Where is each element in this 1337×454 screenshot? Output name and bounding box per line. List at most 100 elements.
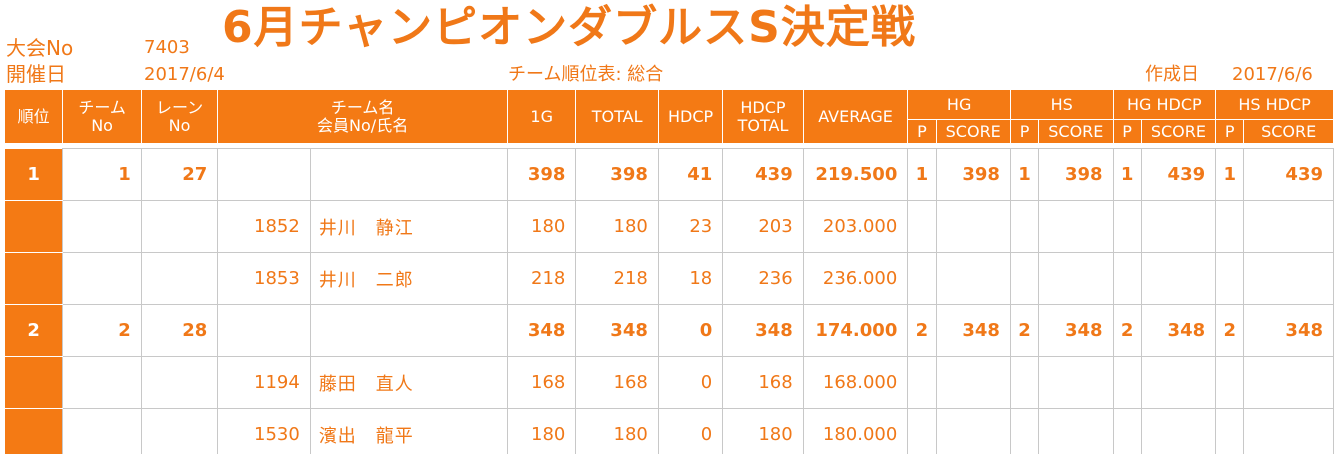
member-no-cell: 1853: [217, 252, 311, 305]
hs-place-cell: 1: [1009, 148, 1040, 201]
team-no-cell: [62, 408, 142, 454]
col-1g: 1G: [506, 89, 577, 144]
hdcp-cell: 0: [657, 408, 724, 454]
rank-cell: 2: [3, 304, 64, 357]
member-name-cell: [309, 304, 508, 357]
col-hg: HG: [907, 89, 1011, 120]
col-hdcp: HDCP: [657, 89, 724, 144]
hdcp-total-cell: 203: [722, 200, 804, 253]
col-hs-hdcp: HS HDCP: [1215, 89, 1334, 120]
hs-score-cell: [1038, 408, 1114, 454]
page-title: 6月チャンピオンダブルスS決定戦: [222, 2, 916, 53]
score-1g-cell: 348: [506, 304, 577, 357]
col-hdcp-total: HDCP TOTAL: [722, 89, 804, 144]
score-total-cell: 168: [575, 356, 659, 409]
hg-score-cell: [935, 252, 1011, 305]
event-number: 7403: [144, 37, 190, 58]
hs-score-cell: 398: [1038, 148, 1114, 201]
member-name-cell: 藤田 直人: [309, 356, 508, 409]
score-total-cell: 180: [575, 200, 659, 253]
average-cell: 180.000: [802, 408, 909, 454]
hg-hdcp-place-cell: [1112, 356, 1142, 409]
hdcp-cell: 0: [657, 304, 724, 357]
col-hs-p: P: [1009, 119, 1040, 144]
hdcp-total-cell: 348: [722, 304, 804, 357]
hs-hdcp-place-cell: [1215, 200, 1245, 253]
hg-hdcp-score-cell: [1140, 356, 1217, 409]
score-total-cell: 398: [575, 148, 659, 201]
hg-score-cell: [935, 200, 1011, 253]
hg-hdcp-place-cell: 2: [1112, 304, 1142, 357]
col-total: TOTAL: [575, 89, 659, 144]
hg-hdcp-place-cell: [1112, 200, 1142, 253]
hg-hdcp-score-cell: [1140, 408, 1217, 454]
member-row: 1852 井川 静江 180 180 23 203 203.000: [3, 200, 1334, 253]
date-label: 開催日: [6, 62, 66, 86]
lane-no-cell: [140, 200, 219, 253]
rank-cell: [3, 356, 64, 409]
hg-score-cell: 348: [935, 304, 1011, 357]
team-no-cell: 1: [62, 148, 142, 201]
col-lane-no: レーン No: [140, 89, 219, 144]
lane-no-cell: [140, 356, 219, 409]
col-hg-hdcp-p: P: [1112, 119, 1142, 144]
score-total-cell: 218: [575, 252, 659, 305]
hs-hdcp-score-cell: 348: [1243, 304, 1334, 357]
rank-cell: [3, 200, 64, 253]
hs-place-cell: [1009, 408, 1040, 454]
hs-place-cell: [1009, 200, 1040, 253]
hs-hdcp-place-cell: 2: [1215, 304, 1245, 357]
hg-place-cell: [907, 200, 937, 253]
member-no-cell: [217, 304, 311, 357]
rank-cell: [3, 408, 64, 454]
hs-hdcp-place-cell: [1215, 356, 1245, 409]
team-no-cell: [62, 356, 142, 409]
member-row: 1853 井川 二郎 218 218 18 236 236.000: [3, 252, 1334, 305]
score-1g-cell: 180: [506, 200, 577, 253]
col-hg-p: P: [907, 119, 937, 144]
hs-hdcp-score-cell: 439: [1243, 148, 1334, 201]
average-cell: 174.000: [802, 304, 909, 357]
hg-place-cell: [907, 356, 937, 409]
hg-place-cell: 2: [907, 304, 937, 357]
hs-score-cell: [1038, 356, 1114, 409]
score-1g-cell: 218: [506, 252, 577, 305]
member-no-cell: 1530: [217, 408, 311, 454]
hdcp-total-cell: 180: [722, 408, 804, 454]
hs-score-cell: [1038, 200, 1114, 253]
hs-hdcp-score-cell: [1243, 408, 1334, 454]
hs-hdcp-score-cell: [1243, 356, 1334, 409]
hg-hdcp-score-cell: 439: [1140, 148, 1217, 201]
hg-score-cell: 398: [935, 148, 1011, 201]
hs-place-cell: [1009, 252, 1040, 305]
col-hg-hdcp-score: SCORE: [1140, 119, 1217, 144]
event-date: 2017/6/4: [144, 64, 225, 85]
col-hs: HS: [1009, 89, 1114, 120]
member-row: 1530 濱出 龍平 180 180 0 180 180.000: [3, 408, 1334, 454]
lane-no-cell: [140, 252, 219, 305]
score-total-cell: 348: [575, 304, 659, 357]
hdcp-total-cell: 439: [722, 148, 804, 201]
team-row: 2 2 28 348 348 0 348 174.000 2 348 2 348 2 348 2 348: [3, 304, 1334, 357]
hdcp-cell: 0: [657, 356, 724, 409]
hs-place-cell: [1009, 356, 1040, 409]
hg-place-cell: 1: [907, 148, 937, 201]
score-total-cell: 180: [575, 408, 659, 454]
hg-hdcp-score-cell: [1140, 200, 1217, 253]
team-no-cell: [62, 252, 142, 305]
hdcp-cell: 18: [657, 252, 724, 305]
col-team-no: チーム No: [62, 89, 142, 144]
hg-score-cell: [935, 356, 1011, 409]
member-no-cell: [217, 148, 311, 201]
col-hs-hdcp-p: P: [1215, 119, 1245, 144]
hs-hdcp-score-cell: [1243, 200, 1334, 253]
member-no-cell: 1194: [217, 356, 311, 409]
average-cell: 168.000: [802, 356, 909, 409]
hg-place-cell: [907, 252, 937, 305]
hg-hdcp-place-cell: [1112, 252, 1142, 305]
hs-hdcp-place-cell: 1: [1215, 148, 1245, 201]
team-row: 1 1 27 398 398 41 439 219.500 1 398 1 398 1 439 1 439: [3, 148, 1334, 201]
hdcp-cell: 23: [657, 200, 724, 253]
hs-score-cell: 348: [1038, 304, 1114, 357]
hg-score-cell: [935, 408, 1011, 454]
